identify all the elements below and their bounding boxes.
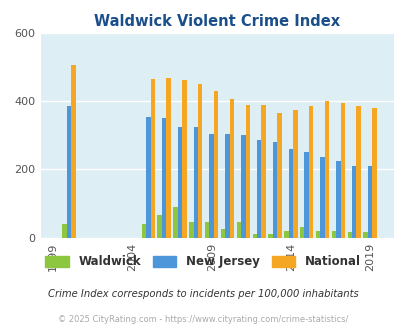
Title: Waldwick Violent Crime Index: Waldwick Violent Crime Index [94,14,339,29]
Bar [315,231,320,238]
Bar [299,227,304,238]
Bar [347,232,351,238]
Bar [71,65,76,238]
Bar [371,108,376,238]
Bar [351,166,356,238]
Bar [340,103,344,238]
Bar [308,106,313,238]
Bar [141,224,146,238]
Bar [157,215,162,238]
Bar [166,78,171,238]
Text: © 2025 CityRating.com - https://www.cityrating.com/crime-statistics/: © 2025 CityRating.com - https://www.city… [58,315,347,324]
Bar [367,166,371,238]
Bar [209,134,213,238]
Bar [256,141,261,238]
Bar [205,222,209,238]
Bar [252,234,256,238]
Bar [324,101,328,238]
Bar [356,106,360,238]
Bar [182,80,186,238]
Bar [320,157,324,238]
Bar [236,222,241,238]
Bar [213,91,218,238]
Bar [268,234,272,238]
Bar [241,135,245,238]
Bar [225,134,229,238]
Legend: Waldwick, New Jersey, National: Waldwick, New Jersey, National [42,252,363,272]
Bar [177,127,182,238]
Bar [220,229,225,238]
Bar [67,106,71,238]
Bar [272,142,277,238]
Bar [229,99,234,238]
Text: Crime Index corresponds to incidents per 100,000 inhabitants: Crime Index corresponds to incidents per… [47,289,358,299]
Bar [331,231,335,238]
Bar [245,105,249,238]
Bar [193,127,198,238]
Bar [173,207,177,238]
Bar [284,231,288,238]
Bar [198,84,202,238]
Bar [304,152,308,238]
Bar [288,149,292,238]
Bar [277,113,281,238]
Bar [189,222,193,238]
Bar [146,116,150,238]
Bar [150,79,155,238]
Bar [162,118,166,238]
Bar [62,224,67,238]
Bar [292,110,297,238]
Bar [335,161,340,238]
Bar [362,232,367,238]
Bar [261,105,265,238]
